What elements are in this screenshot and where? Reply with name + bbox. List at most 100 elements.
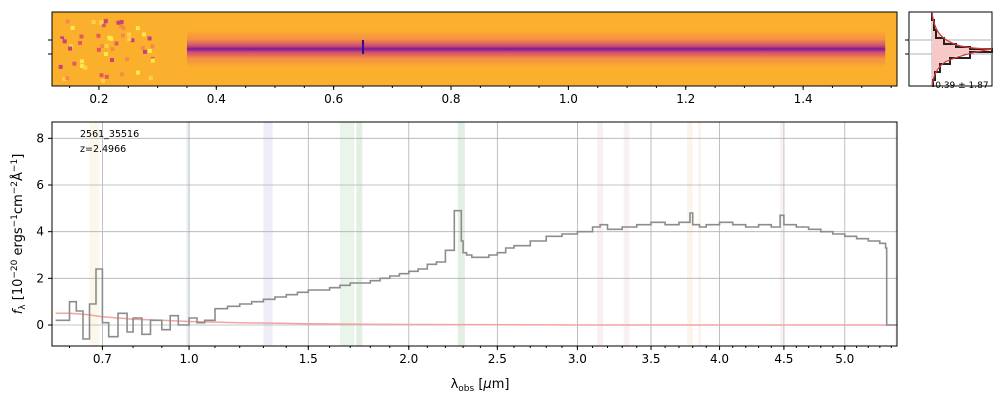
spectral-trace [186,30,886,68]
y-tick-label: 2 [36,271,44,285]
heatmap-pixel [72,61,77,66]
heatmap-x-tick-label: 0.2 [89,92,108,106]
spectrum-2d-panel: 0.2 0.4 0.6 0.8 1.0 1.2 1.4 [48,11,898,106]
heatmap-pixel [114,41,119,46]
x-tick-label: 0.7 [93,352,112,366]
heatmap-pixel [103,52,108,57]
x-tick-label: 3.5 [641,352,660,366]
emission-line-band [186,122,190,346]
heatmap-emission-line [362,40,365,54]
heatmap-pixel [80,44,85,49]
heatmap-pixel [131,75,136,80]
plot-frame [51,121,898,347]
heatmap-pixel [107,35,112,40]
heatmap-pixel [130,38,135,43]
heatmap-pixel [65,16,70,21]
heatmap-pixel [135,70,140,75]
emission-line-band [89,122,100,346]
x-tick-label: 2.5 [488,352,507,366]
heatmap-pixel [69,74,74,79]
heatmap-pixel [147,36,152,41]
heatmap-pixel [104,74,109,79]
heatmap-pixel [100,78,105,83]
y-tick-label: 8 [36,131,44,145]
heatmap-pixel [86,16,91,21]
heatmap-pixel [96,59,101,64]
emission-line-band [356,122,363,346]
heatmap-pixel [79,34,84,39]
x-tick-label: 3.0 [568,352,587,366]
heatmap-pixel [58,38,63,43]
y-tick-label: 6 [36,178,44,192]
heatmap-pixel [62,76,67,81]
heatmap-pixel [96,33,101,38]
heatmap-pixel [142,49,147,54]
heatmap-pixel [65,73,70,78]
x-tick-label: 1.0 [180,352,199,366]
heatmap-pixel [119,20,124,25]
heatmap-pixel [83,65,88,70]
x-tick-label: 4.0 [710,352,729,366]
heatmap-pixel [150,44,155,49]
heatmap-pixel [65,76,70,81]
heatmap-pixel [79,59,84,64]
profile-model-curve [931,11,993,87]
heatmap-pixel [125,57,130,62]
heatmap-pixel [121,26,126,31]
emission-line-band [894,122,897,346]
object-id-label: 2561_35516 [80,129,139,140]
heatmap-pixel [75,42,80,47]
heatmap-pixel [96,47,101,52]
heatmap-pixel [119,72,124,77]
x-tick-label: 5.0 [835,352,854,366]
heatmap-pixel [99,19,104,24]
heatmap-pixel [80,64,85,69]
heatmap-pixel [128,57,133,62]
heatmap-x-tick-label: 1.2 [676,92,695,106]
spectrum-1d-panel: 0.7 1.0 1.5 2.0 2.5 3.0 3.5 4.0 4.5 5.0 0 2 4 6 8 [36,121,898,366]
emission-line-band [597,122,604,346]
x-axis-label: λobs [μm] [451,377,510,394]
heatmap-pixel [128,66,133,71]
emission-line-band [687,122,693,346]
heatmap-pixel [65,19,70,24]
heatmap-pixel [101,23,106,28]
heatmap-pixel [119,23,124,28]
heatmap-pixel [148,76,153,81]
heatmap-pixel [142,32,147,37]
heatmap-pixel [116,20,121,25]
spectrum-step-line [55,209,897,340]
heatmap-pixel [103,19,108,24]
heatmap-x-tick-label: 0.8 [441,92,460,106]
redshift-label: z=2.4966 [80,144,126,155]
x-tick-label: 1.5 [299,352,318,366]
heatmap-pixel [109,58,114,63]
heatmap-pixel [135,26,140,31]
y-tick-label: 0 [36,318,44,332]
heatmap-pixel [104,43,109,48]
heatmap-pixel [150,58,155,63]
emission-line-band [263,122,273,346]
heatmap-pixel [99,39,104,44]
heatmap-x-tick-label: 1.0 [559,92,578,106]
heatmap-frame [51,11,898,87]
y-tick-label: 4 [36,225,44,239]
x-tick-label: 2.0 [399,352,418,366]
heatmap-pixel [94,27,99,32]
emission-line-band [780,122,783,346]
heatmap-pixel [62,39,67,44]
heatmap-x-tick-label: 0.6 [324,92,343,106]
heatmap-pixel [68,46,73,51]
y-axis-label: fλ [10−20 ergs−1cm−2Å−1] [10,154,28,315]
emission-line-band [339,122,355,346]
heatmap-pixel [147,48,152,53]
model-continuum-line [55,312,897,326]
x-tick-label: 4.5 [774,352,793,366]
emission-line-band [698,122,701,346]
emission-line-band [623,122,630,346]
heatmap-pixel [120,33,125,38]
heatmap-pixel [127,32,132,37]
heatmap-pixel [78,40,83,45]
heatmap-pixel [91,20,96,25]
heatmap-pixel [127,37,132,42]
